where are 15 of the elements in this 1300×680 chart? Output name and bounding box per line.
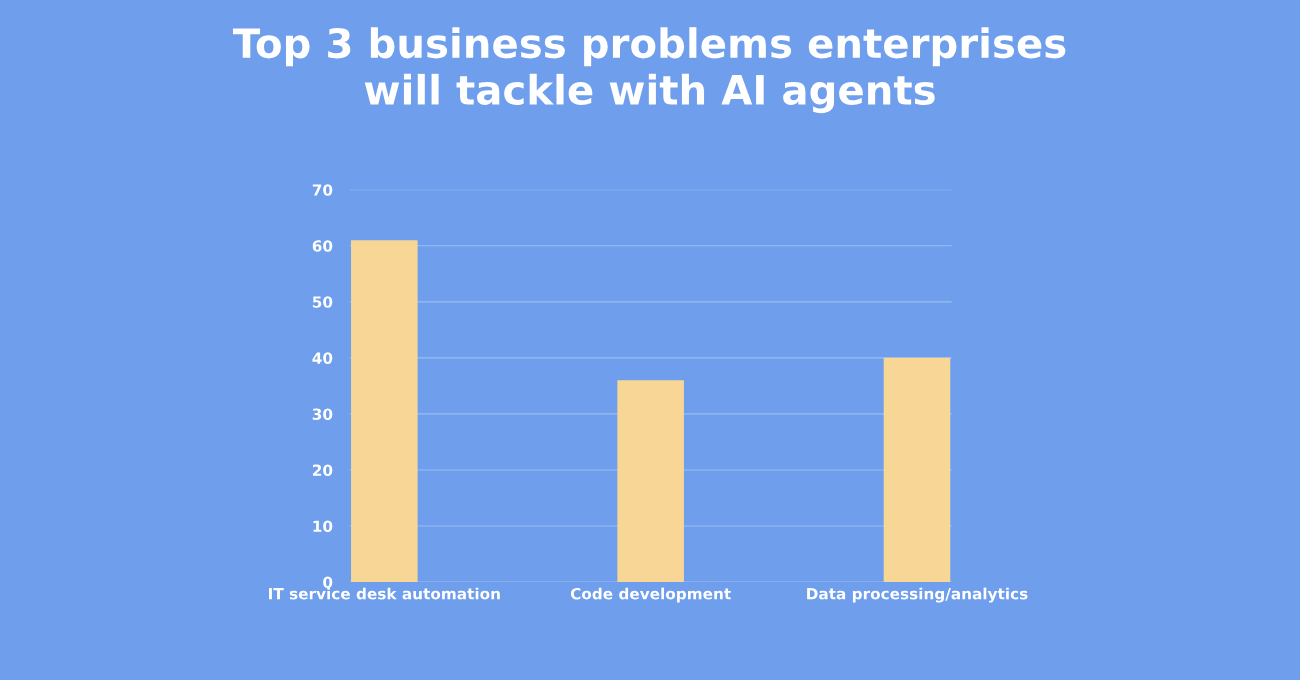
y-tick-label: 20 bbox=[312, 464, 333, 476]
x-tick-label: Data processing/analytics bbox=[807, 587, 1028, 603]
y-tick-label: 10 bbox=[313, 520, 333, 533]
x-tick-label: IT service desk automation bbox=[269, 587, 500, 600]
y-tick-label: 0 bbox=[323, 576, 333, 589]
chart-title: Top 3 business problems enterprises will tackle with AI agents bbox=[232, 27, 1066, 114]
bar bbox=[617, 380, 684, 583]
bar bbox=[883, 357, 951, 583]
y-tick-label: 60 bbox=[312, 240, 333, 252]
y-tick-label: 50 bbox=[312, 296, 333, 308]
x-tick-label: Code development bbox=[570, 587, 731, 603]
y-tick-label: 70 bbox=[312, 184, 333, 196]
bar bbox=[351, 240, 418, 583]
y-tick-label: 40 bbox=[312, 352, 333, 364]
y-tick-label: 30 bbox=[312, 408, 333, 420]
